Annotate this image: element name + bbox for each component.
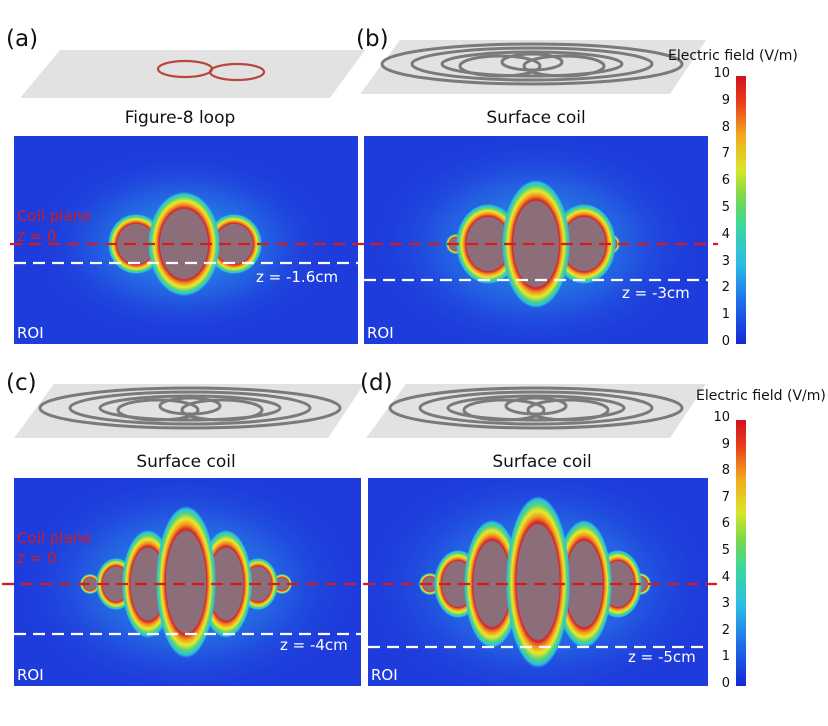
panel-d-coil-schematic [366,384,706,438]
panel-b-coil-schematic [360,40,706,94]
cbar-bottom-tick-3: 3 [721,596,730,612]
panel-a-coil-schematic [20,50,365,98]
cbar-bottom-tick-9: 9 [721,436,730,452]
cbar-top-tick-10: 10 [713,66,730,81]
cbar-top-tick-0: 0 [721,334,730,349]
panel-a-roi-label: ROI [17,324,44,342]
colorbar-top-ticks: 10 9 8 7 6 5 4 3 2 1 0 [708,66,736,356]
panel-b-roi-label: ROI [367,324,394,342]
cbar-bottom-tick-7: 7 [721,489,730,505]
cbar-top-tick-3: 3 [721,253,730,269]
panel-a-coil-plane-label: Coil plane z = 0 [17,207,92,245]
panel-d-field-map: z = -5cm ROI [368,478,708,686]
panel-c-title: Surface coil [136,452,236,472]
panel-b-field-map: z = -3cm ROI [364,136,708,344]
panel-d-letter: (d) [360,370,393,396]
bottom-row-plane-lines [2,582,718,649]
panel-b-z-label: z = -3cm [622,284,690,302]
cbar-top-tick-6: 6 [721,173,730,189]
colorbar-top [736,76,746,344]
cbar-bottom-tick-10: 10 [713,410,730,425]
cbar-bottom-tick-6: 6 [721,516,730,532]
cbar-bottom-tick-8: 8 [721,463,730,479]
cbar-bottom-tick-0: 0 [721,676,730,691]
cbar-bottom-tick-2: 2 [721,622,730,638]
colorbar-bottom [736,420,746,686]
cbar-bottom-tick-1: 1 [721,649,730,665]
cbar-top-tick-2: 2 [721,280,730,296]
panel-a-title: Figure-8 loop [124,108,236,128]
cbar-top-tick-9: 9 [721,92,730,108]
panel-c-roi-label: ROI [17,666,44,684]
panel-b-letter: (b) [356,26,389,52]
cbar-top-tick-5: 5 [721,200,730,215]
cbar-top-tick-7: 7 [721,146,730,162]
panel-c-coil-plane-label: Coil plane z = 0 [17,529,92,567]
top-row-plane-lines [10,242,718,282]
panel-b-title: Surface coil [486,108,586,128]
colorbar-bottom-ticks: 10 9 8 7 6 5 4 3 2 1 0 [708,410,736,700]
panel-c-coil-schematic [14,384,364,438]
colorbar-top-title: Electric field (V/m) [668,48,798,64]
panel-c-z-label: z = -4cm [280,636,348,654]
panel-d-z-label: z = -5cm [628,648,696,666]
panel-a-z-label: z = -1.6cm [256,268,339,286]
cbar-bottom-tick-4: 4 [721,569,730,585]
panel-d-title: Surface coil [492,452,592,472]
colorbar-bottom-title: Electric field (V/m) [696,388,826,404]
panel-c-letter: (c) [6,370,37,396]
cbar-top-tick-4: 4 [721,226,730,242]
panel-a-letter: (a) [6,26,39,52]
cbar-top-tick-1: 1 [721,307,730,323]
cbar-top-tick-8: 8 [721,119,730,135]
panel-d-roi-label: ROI [371,666,398,684]
cbar-bottom-tick-5: 5 [721,543,730,558]
